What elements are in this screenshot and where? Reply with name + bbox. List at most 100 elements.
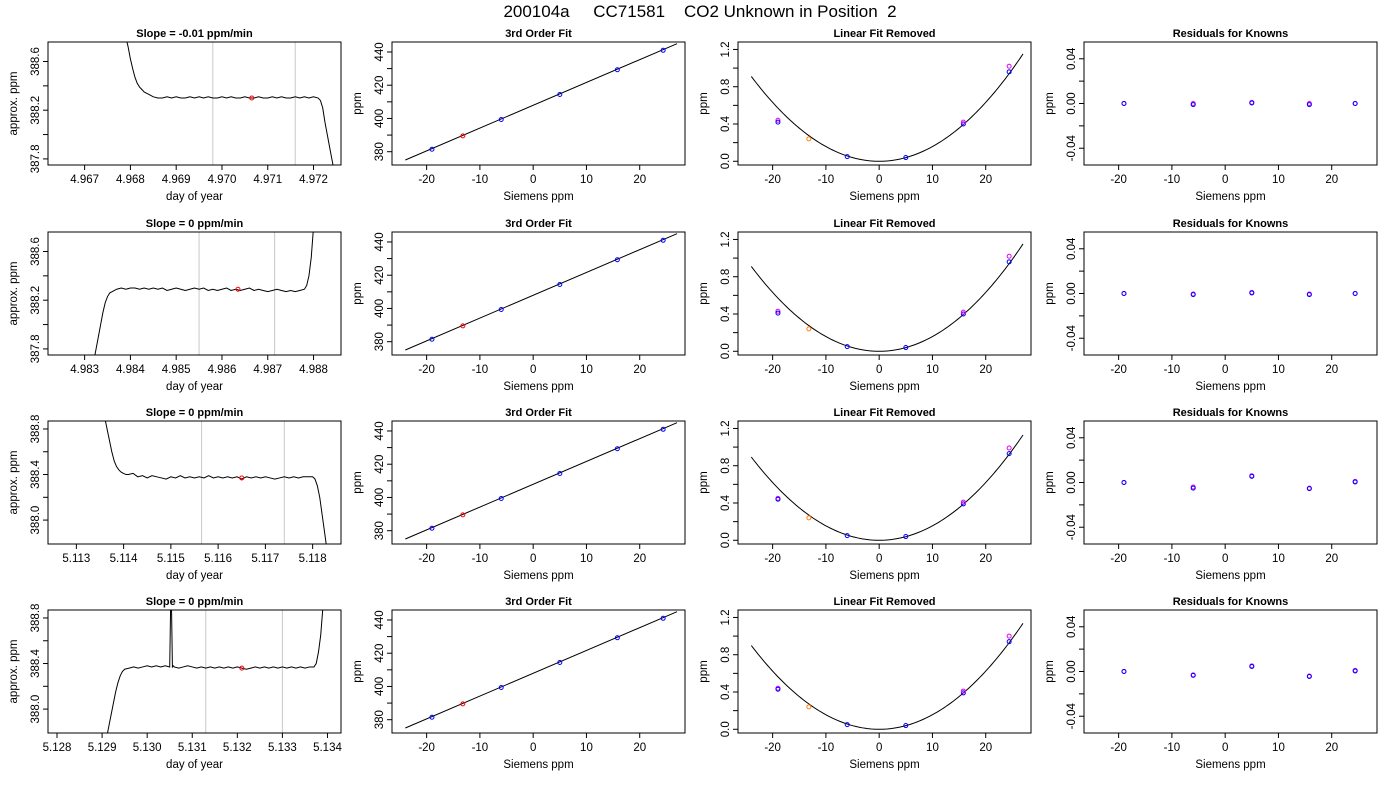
y-axis-label: ppm [698,282,710,304]
x-tick-label: 5.134 [313,742,342,754]
data-point [775,308,781,314]
series-line [126,42,334,165]
data-point [806,136,812,142]
chart-title: Residuals for Knowns [1173,596,1289,608]
data-layer [106,610,324,733]
x-tick-label: 10 [580,174,593,186]
x-tick-label: -10 [818,364,835,376]
data-point [1006,69,1012,75]
plot-frame [391,231,686,356]
chart-panel-r3c2: 3rd Order Fit -20 -10 0 10 20 380 400 420 440 Siem… [352,407,686,582]
data-point [806,515,812,521]
x-tick-label: 4.988 [299,364,328,376]
chart-title: Residuals for Knowns [1173,218,1289,230]
data-point [557,471,563,477]
fit-line [405,233,678,351]
y-tick-label: 0.00 [1066,660,1078,682]
x-tick-label: 0 [530,364,536,376]
data-point [903,723,909,729]
chart-title: Linear Fit Removed [833,596,935,608]
x-tick-label: -10 [818,553,835,565]
y-axis-label: ppm [1044,471,1056,493]
x-tick-label: 0 [1222,553,1228,565]
x-tick-label: 5.132 [223,742,252,754]
y-tick-label: 1.2 [720,231,732,247]
x-tick-label: 10 [926,364,939,376]
data-point [1190,485,1196,491]
y-tick-label: 0.8 [720,79,732,95]
y-tick-label: -0.04 [1066,135,1078,162]
y-axis-label: approx. ppm [8,451,20,515]
x-tick-label: -20 [418,742,435,754]
plot-frame [47,231,342,356]
chart-panel-r2c4: Residuals for Knowns -20 -10 0 10 20 -0.04 0.00… [1044,218,1378,393]
data-point [557,92,563,98]
y-axis-label: ppm [352,282,364,304]
data-point [1190,672,1196,678]
data-layer [126,42,334,165]
x-tick-label: -20 [1110,742,1127,754]
data-layer [405,422,678,540]
chart-title: Residuals for Knowns [1173,28,1289,40]
data-point [557,660,563,666]
data-point [1249,290,1255,296]
x-axis-label: Siemens ppm [849,191,919,203]
data-layer [1121,99,1358,108]
data-point [1306,486,1312,492]
x-axis-label: day of year [166,191,223,203]
x-tick-label: 4.972 [299,174,328,186]
data-point [498,684,504,690]
y-axis-label: ppm [1044,282,1056,304]
data-point [903,345,909,351]
y-tick-label: 0.00 [1066,92,1078,114]
x-tick-label: 10 [926,742,939,754]
x-tick-label: 10 [580,553,593,565]
x-tick-label: -10 [818,174,835,186]
data-point [1352,101,1358,106]
y-tick-label: 388.0 [30,506,42,535]
data-point [960,690,966,696]
chart-panel-r4c1: Slope = 0 ppm/min 5.128 5.129 5.130 5.131 5.1… [8,596,342,771]
chart-panel-r1c3: Linear Fit Removed -20 -10 0 10 20 0.0 0.4 0.8 1.… [698,28,1032,203]
y-tick-label: 388.4 [30,460,42,489]
fit-line [405,611,678,729]
x-tick-label: -10 [1164,553,1181,565]
data-point [660,426,666,432]
chart-title: Slope = 0 ppm/min [146,596,244,608]
data-layer [750,623,1024,730]
y-tick-label: 420 [374,266,386,285]
chart-title: 3rd Order Fit [505,218,572,230]
x-tick-label: 0 [876,553,882,565]
x-tick-label: 0 [1222,174,1228,186]
data-point [806,326,812,332]
x-tick-label: 5.133 [268,742,297,754]
x-tick-label: 4.984 [116,364,145,376]
data-point [806,704,812,710]
data-point [460,323,466,329]
data-point [775,496,781,502]
chart-panel-r3c4: Residuals for Knowns -20 -10 0 10 20 -0.04 0.00… [1044,407,1378,582]
x-tick-label: 10 [1272,174,1285,186]
x-tick-label: -10 [472,174,489,186]
chart-title: Slope = -0.01 ppm/min [136,28,253,40]
x-tick-label: 5.114 [110,553,139,565]
x-tick-label: 4.987 [253,364,282,376]
x-axis-label: Siemens ppm [849,759,919,771]
x-tick-label: 0 [876,742,882,754]
data-point [1006,639,1012,645]
x-tick-label: -20 [764,364,781,376]
data-layer [1121,663,1358,680]
x-tick-label: 4.968 [116,174,145,186]
y-tick-label: 1.2 [720,41,732,57]
x-tick-label: 0 [1222,364,1228,376]
plot-frame [47,41,342,166]
data-layer [750,53,1024,162]
fit-curve [750,243,1024,352]
y-tick-label: -0.04 [1066,325,1078,352]
x-tick-label: -20 [764,553,781,565]
x-tick-label: -10 [472,742,489,754]
data-point [614,635,620,641]
y-tick-label: 0.00 [1066,471,1078,493]
data-layer [405,611,678,729]
x-axis-label: Siemens ppm [1195,759,1265,771]
